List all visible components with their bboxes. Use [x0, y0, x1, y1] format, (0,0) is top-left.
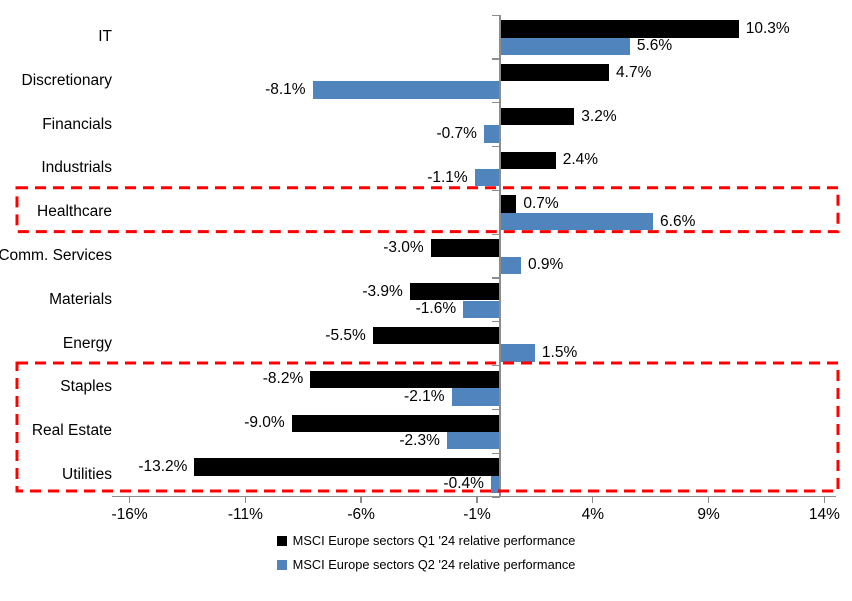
- category-label: Financials: [42, 115, 112, 133]
- category-label: IT: [98, 27, 112, 45]
- category-label: Energy: [62, 334, 112, 352]
- category-label: Staples: [60, 378, 112, 396]
- y-tick: [492, 145, 501, 148]
- bar-q2: [474, 169, 501, 187]
- y-tick: [492, 365, 501, 367]
- value-label: 2.4%: [562, 151, 599, 169]
- value-label: -8.1%: [265, 81, 306, 99]
- bar-q1: [409, 283, 501, 301]
- y-tick: [492, 102, 501, 104]
- category-label: Materials: [49, 290, 112, 308]
- x-tick: [360, 497, 362, 503]
- y-tick: [492, 233, 501, 235]
- x-tick-label: 4%: [581, 506, 604, 523]
- x-tick-label: -16%: [111, 506, 148, 523]
- bar-q2: [446, 431, 501, 450]
- bar-q1: [430, 239, 501, 257]
- x-tick-label: 9%: [697, 506, 720, 523]
- bar-q2: [500, 37, 630, 55]
- y-tick: [492, 189, 501, 191]
- value-label: -1.6%: [415, 300, 457, 318]
- x-tick: [707, 497, 710, 503]
- bar-q1: [194, 458, 501, 476]
- q2-legend-swatch: [276, 559, 287, 570]
- bar-q2: [500, 344, 535, 362]
- legend: MSCI Europe sectors Q1 '24 relative perf…: [0, 533, 852, 572]
- highlight-box-healthcare-highlight: [15, 186, 840, 234]
- bar-q2: [451, 388, 501, 406]
- x-tick: [244, 497, 247, 503]
- value-label: 5.6%: [636, 37, 673, 55]
- value-label: 10.3%: [745, 19, 790, 37]
- bar-q1: [500, 107, 575, 126]
- x-tick: [476, 497, 478, 503]
- y-tick: [492, 277, 501, 279]
- value-label: -5.5%: [325, 326, 366, 344]
- x-axis: [112, 496, 836, 498]
- value-label: -13.2%: [138, 458, 188, 476]
- legend-item-q1: MSCI Europe sectors Q1 '24 relative perf…: [276, 533, 576, 548]
- x-tick-label: -1%: [463, 506, 491, 523]
- bar-q1: [291, 414, 501, 432]
- category-label: Healthcare: [37, 203, 112, 221]
- x-tick-label: -6%: [347, 506, 375, 523]
- q1-legend-swatch: [276, 535, 287, 546]
- category-label: Utilities: [62, 466, 112, 484]
- bar-q2: [483, 125, 501, 143]
- y-tick: [492, 58, 501, 60]
- value-label: -9.0%: [244, 414, 285, 432]
- x-tick: [823, 497, 826, 503]
- value-label: 6.6%: [660, 212, 696, 230]
- value-label: -2.3%: [399, 431, 440, 449]
- bar-q1: [500, 151, 556, 170]
- value-label: -1.1%: [427, 168, 468, 186]
- value-label: 4.7%: [616, 63, 652, 81]
- value-label: -0.4%: [443, 475, 484, 493]
- bar-q1: [310, 370, 501, 389]
- y-tick: [492, 452, 501, 454]
- value-label: 0.9%: [528, 256, 564, 274]
- category-label: Real Estate: [31, 422, 112, 440]
- legend-label: MSCI Europe sectors Q1 '24 relative perf…: [292, 533, 576, 548]
- y-tick: [492, 408, 501, 411]
- value-label: 1.5%: [541, 344, 578, 362]
- legend-item-q2: MSCI Europe sectors Q2 '24 relative perf…: [276, 557, 576, 572]
- y-axis: [499, 15, 502, 497]
- bar-q2: [312, 81, 501, 99]
- bar-q2: [500, 256, 521, 275]
- y-tick: [492, 321, 501, 323]
- category-label: Discretionary: [21, 71, 112, 89]
- bar-q1: [500, 64, 609, 82]
- x-tick-label: -11%: [227, 506, 263, 523]
- value-label: -0.7%: [436, 124, 477, 142]
- bar-q1: [500, 195, 517, 213]
- category-label: Comm. Services: [0, 246, 112, 264]
- value-label: 0.7%: [523, 195, 559, 213]
- value-label: 3.2%: [581, 107, 617, 125]
- x-tick: [592, 497, 594, 503]
- x-tick-label: 14%: [808, 506, 840, 523]
- category-label: Industrials: [41, 159, 112, 177]
- y-tick: [492, 14, 501, 16]
- value-label: -2.1%: [404, 387, 445, 405]
- bar-q1: [372, 326, 501, 345]
- value-label: -8.2%: [262, 370, 304, 388]
- value-label: -3.0%: [383, 238, 424, 256]
- legend-label: MSCI Europe sectors Q2 '24 relative perf…: [292, 557, 576, 572]
- value-label: -3.9%: [362, 282, 403, 300]
- bar-q1: [500, 20, 739, 38]
- bar-q2: [500, 212, 654, 231]
- bar-q2: [463, 300, 501, 318]
- x-tick: [128, 497, 131, 503]
